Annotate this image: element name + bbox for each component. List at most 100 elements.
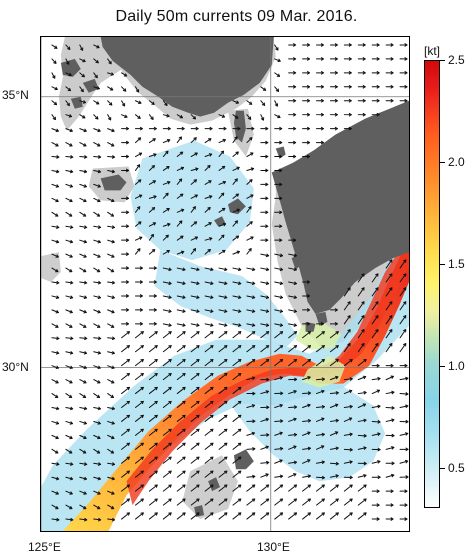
current-vector-icon	[274, 238, 283, 242]
current-vector-icon	[218, 386, 228, 395]
current-vector-icon	[218, 442, 228, 450]
current-vector-icon	[107, 58, 112, 65]
current-vector-icon	[385, 98, 394, 103]
current-vector-icon	[162, 150, 169, 158]
current-vector-icon	[274, 446, 284, 451]
current-vector-icon	[134, 100, 142, 105]
current-vector-icon	[134, 194, 143, 199]
current-vector-icon	[343, 126, 352, 131]
current-vector-icon	[218, 331, 228, 339]
current-vector-icon	[329, 512, 339, 520]
current-vector-icon	[357, 484, 367, 492]
current-vector-icon	[302, 446, 311, 451]
current-vector-icon	[288, 498, 297, 506]
current-vector-icon	[385, 406, 395, 410]
current-vector-icon	[190, 206, 196, 213]
current-vector-icon	[218, 428, 228, 436]
map-title: Daily 50m currents 09 Mar. 2016.	[115, 8, 358, 25]
current-vector-icon	[148, 249, 156, 255]
current-vector-icon	[190, 331, 200, 339]
current-vector-icon	[385, 461, 395, 466]
current-vector-icon	[260, 238, 269, 242]
current-vector-icon	[134, 114, 141, 119]
current-vector-icon	[260, 295, 270, 299]
current-vector-icon	[148, 308, 157, 312]
current-vector-icon	[357, 498, 367, 506]
current-vector-icon	[399, 517, 408, 521]
current-vector-icon	[65, 197, 73, 203]
current-vector-icon	[190, 152, 198, 158]
current-vector-icon	[65, 434, 73, 440]
current-vector-icon	[176, 193, 184, 199]
current-vector-icon	[260, 126, 269, 131]
current-vector-icon	[357, 474, 367, 478]
kyushu-and-honshu	[271, 100, 409, 314]
current-vector-icon	[302, 359, 311, 367]
current-vector-icon	[162, 222, 171, 227]
current-vector-icon	[260, 224, 269, 229]
current-vector-icon	[316, 331, 325, 339]
current-vector-icon	[162, 359, 172, 367]
current-vector-icon	[399, 459, 409, 464]
current-vector-icon	[274, 267, 284, 272]
current-vector-icon	[246, 331, 256, 339]
current-vector-icon	[176, 136, 182, 144]
current-vector-icon	[288, 390, 297, 395]
current-vector-icon	[190, 323, 200, 327]
current-vector-icon	[162, 484, 172, 492]
current-vector-icon	[399, 432, 409, 436]
current-vector-icon	[107, 406, 115, 411]
colorbar-label: 2.5	[448, 53, 465, 67]
current-vector-icon	[218, 456, 228, 464]
current-vector-icon	[399, 315, 407, 325]
current-vector-icon	[148, 233, 154, 241]
current-vector-icon	[218, 267, 228, 272]
current-vector-icon	[51, 225, 60, 229]
current-vector-icon	[357, 446, 367, 450]
current-vector-icon	[148, 280, 157, 284]
current-vector-icon	[162, 331, 172, 339]
current-vector-icon	[121, 114, 128, 118]
current-vector-icon	[316, 460, 325, 465]
current-vector-icon	[288, 309, 297, 313]
current-vector-icon	[107, 72, 114, 76]
current-vector-icon	[121, 224, 130, 229]
current-vector-icon	[343, 359, 353, 367]
current-vector-icon	[190, 400, 200, 408]
current-vector-icon	[329, 461, 339, 466]
current-vector-icon	[274, 114, 281, 119]
current-vector-icon	[357, 343, 365, 353]
current-vector-icon	[107, 267, 115, 273]
current-vector-icon	[162, 345, 172, 353]
current-vector-icon	[190, 281, 200, 285]
current-vector-icon	[316, 417, 325, 422]
current-vector-icon	[121, 512, 130, 520]
current-vector-icon	[260, 473, 269, 478]
current-vector-icon	[343, 43, 352, 47]
current-vector-icon	[93, 504, 101, 510]
current-vector-icon	[329, 71, 338, 75]
current-vector-icon	[316, 71, 324, 75]
current-vector-icon	[79, 295, 88, 299]
current-vector-icon	[204, 331, 214, 339]
current-vector-icon	[329, 474, 339, 478]
current-vector-icon	[260, 484, 270, 492]
current-vector-icon	[246, 167, 255, 171]
current-vector-icon	[79, 239, 87, 244]
current-vector-icon	[107, 225, 115, 229]
current-vector-icon	[121, 470, 130, 478]
current-vector-icon	[246, 295, 256, 299]
current-vector-icon	[107, 462, 116, 466]
current-vector-icon	[399, 85, 408, 89]
current-vector-icon	[288, 359, 297, 367]
current-vector-icon	[385, 446, 395, 450]
current-vector-icon	[162, 138, 171, 144]
current-vector-icon	[302, 294, 311, 298]
current-vector-icon	[218, 414, 228, 422]
current-vector-icon	[93, 197, 101, 203]
current-vector-icon	[302, 474, 311, 478]
current-vector-icon	[232, 151, 239, 158]
current-vector-icon	[93, 44, 100, 49]
current-vector-icon	[65, 155, 74, 159]
current-vector-icon	[232, 295, 242, 299]
